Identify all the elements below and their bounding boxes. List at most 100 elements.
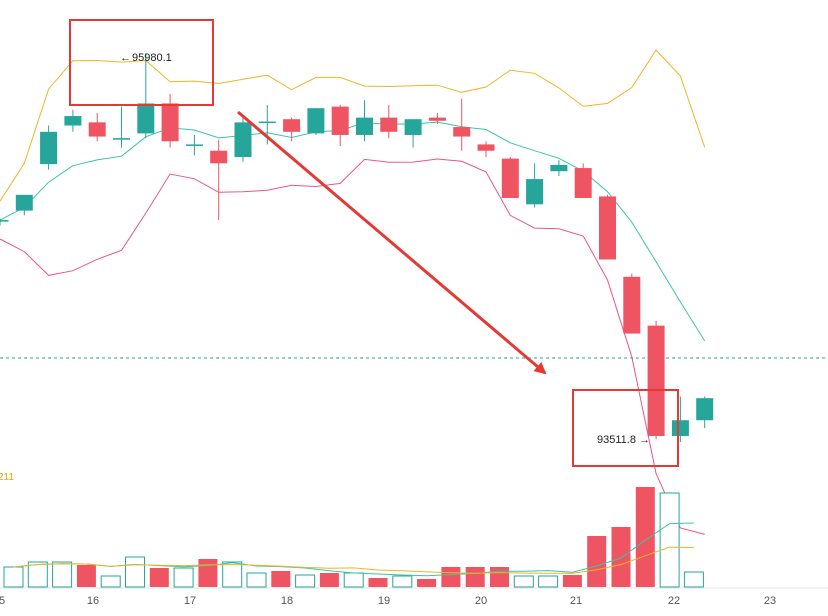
candle bbox=[404, 119, 422, 148]
volume-bar bbox=[659, 492, 680, 588]
x-tick-label: 5 bbox=[0, 595, 5, 607]
x-tick-label: 19 bbox=[378, 595, 390, 607]
candle-body bbox=[137, 103, 155, 134]
volume-bar bbox=[343, 572, 364, 588]
volume-bar bbox=[392, 575, 413, 588]
candle bbox=[185, 134, 203, 156]
candle bbox=[210, 139, 228, 221]
candle-body bbox=[599, 196, 616, 260]
candle bbox=[40, 125, 58, 170]
candle bbox=[696, 396, 714, 429]
candle bbox=[137, 53, 155, 139]
candle bbox=[15, 194, 33, 216]
volume-bar bbox=[100, 575, 121, 588]
candle bbox=[477, 141, 495, 158]
candle bbox=[501, 157, 519, 199]
volume-bar bbox=[52, 561, 73, 588]
x-tick-label: 17 bbox=[184, 595, 196, 607]
candle-body bbox=[550, 164, 568, 172]
volume-bar bbox=[3, 566, 24, 588]
candle bbox=[64, 109, 82, 132]
volume-bar bbox=[683, 571, 704, 588]
x-tick-label: 16 bbox=[87, 595, 99, 607]
candles-group bbox=[0, 53, 714, 442]
x-tick-label: 20 bbox=[475, 595, 487, 607]
volume-bar bbox=[76, 565, 96, 587]
volume-bar bbox=[198, 559, 218, 587]
volume-bar bbox=[222, 561, 243, 588]
volume-bar bbox=[319, 573, 339, 587]
candle-body bbox=[526, 179, 544, 205]
x-tick-label: 23 bbox=[764, 595, 776, 607]
candle bbox=[234, 116, 252, 162]
candle-body bbox=[574, 168, 592, 199]
candle bbox=[647, 320, 665, 440]
x-tick-label: 22 bbox=[668, 595, 680, 607]
candle bbox=[356, 100, 373, 142]
low-price-label: 93511.8 → bbox=[597, 434, 650, 446]
candle-body bbox=[647, 325, 665, 436]
high-annotation-box bbox=[69, 19, 214, 106]
x-tick-label: 18 bbox=[281, 595, 293, 607]
volume-bar bbox=[562, 575, 582, 587]
candle-body bbox=[113, 138, 130, 140]
volume-bar bbox=[538, 575, 559, 588]
volume-bar bbox=[465, 567, 485, 587]
candle bbox=[574, 163, 592, 199]
candle-body bbox=[258, 121, 276, 124]
volume-bar bbox=[149, 568, 169, 587]
lower-band-line bbox=[0, 158, 705, 535]
candle-body bbox=[671, 420, 689, 436]
candle-body bbox=[15, 194, 33, 211]
candle bbox=[671, 396, 689, 442]
candle bbox=[113, 106, 130, 148]
volume-bar bbox=[513, 575, 534, 588]
low-price-value: 93511.8 bbox=[597, 434, 636, 446]
candle-body bbox=[161, 103, 179, 142]
volume-legend-fragment: 211 bbox=[0, 472, 14, 483]
low-arrow-icon: → bbox=[639, 434, 650, 446]
candle-body bbox=[404, 119, 422, 135]
candle-body bbox=[210, 150, 228, 164]
candle-body bbox=[477, 144, 495, 151]
high-price-label: ← 95980.1 bbox=[120, 52, 172, 64]
volume-bar bbox=[490, 567, 509, 587]
volume-bar bbox=[441, 567, 461, 587]
candle-body bbox=[185, 144, 203, 146]
volume-bar bbox=[173, 567, 194, 588]
candle bbox=[161, 93, 179, 148]
candle-body bbox=[501, 158, 519, 199]
x-tick-label: 21 bbox=[570, 595, 582, 607]
volume-bar bbox=[125, 556, 145, 588]
volume-group bbox=[3, 487, 704, 588]
candle-body bbox=[0, 220, 9, 222]
volume-bar bbox=[271, 571, 291, 587]
candle bbox=[623, 273, 641, 334]
volume-bar bbox=[635, 487, 655, 587]
candle bbox=[428, 112, 446, 124]
candle bbox=[380, 105, 398, 139]
candle bbox=[550, 160, 568, 176]
trend-arrow bbox=[237, 110, 547, 375]
candle-body bbox=[356, 117, 373, 135]
high-price-value: 95980.1 bbox=[132, 52, 172, 64]
candle-body bbox=[380, 117, 398, 132]
candle-body bbox=[283, 119, 301, 132]
volume-bar bbox=[368, 578, 388, 587]
volume-bar bbox=[587, 536, 607, 587]
candle-body bbox=[64, 116, 82, 126]
middle-band-line bbox=[0, 121, 706, 342]
candle bbox=[0, 218, 9, 226]
candle-body bbox=[331, 106, 349, 135]
candle bbox=[599, 194, 616, 260]
volume-bar bbox=[246, 572, 267, 588]
candle-body bbox=[428, 117, 446, 121]
candle bbox=[331, 105, 349, 146]
volume-bar bbox=[295, 574, 316, 588]
candle-body bbox=[88, 122, 106, 137]
low-annotation-box bbox=[572, 389, 679, 467]
candle bbox=[88, 112, 106, 142]
candle bbox=[283, 117, 301, 142]
volume-ma-lines bbox=[13, 522, 694, 577]
